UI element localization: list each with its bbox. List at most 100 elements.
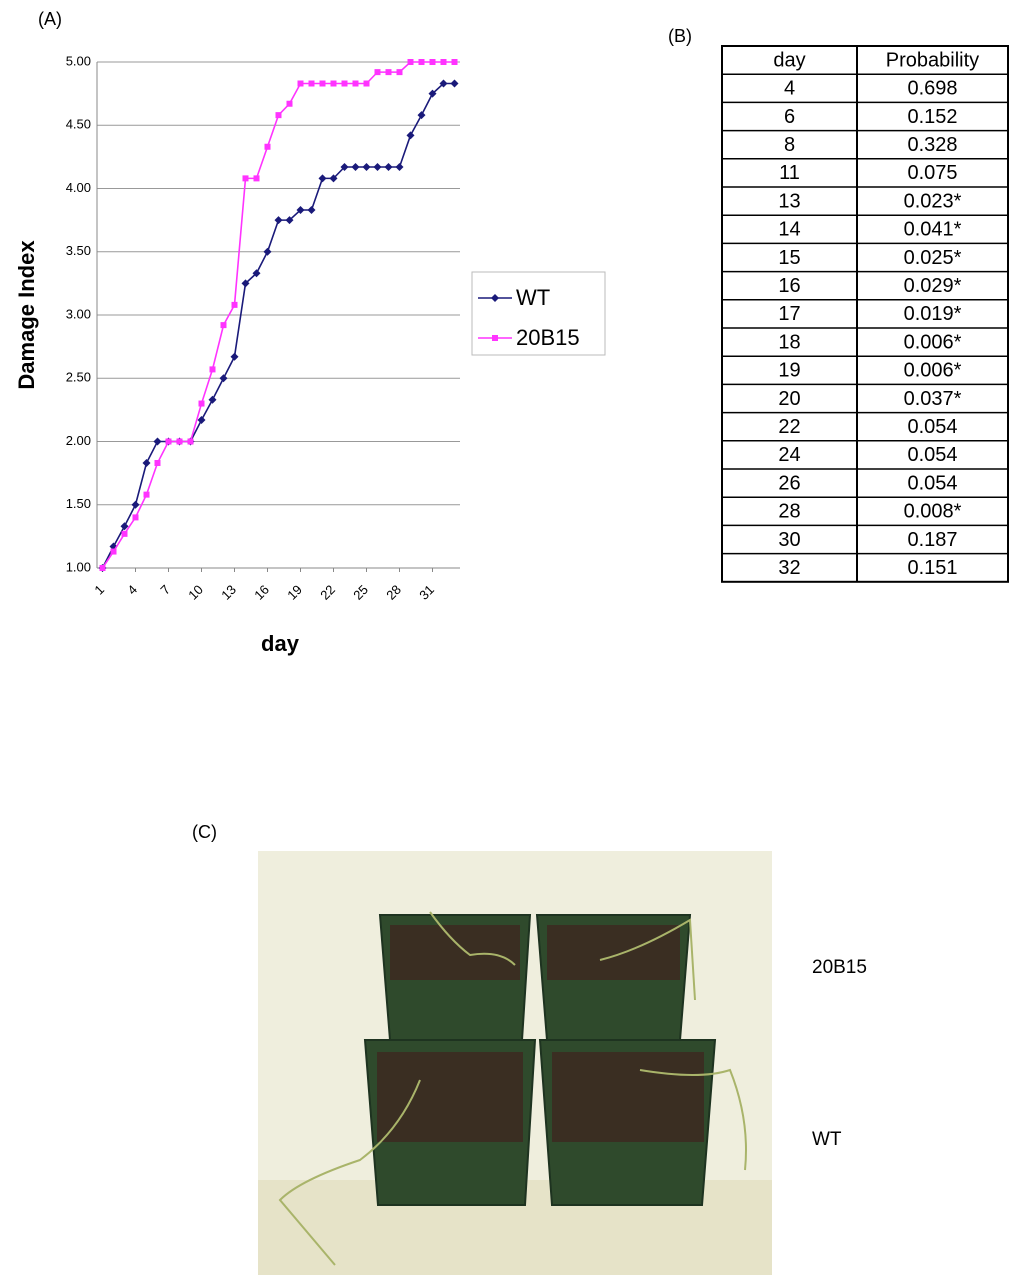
plants: [278, 911, 747, 1266]
data-point: [308, 80, 315, 87]
stem: [278, 1079, 421, 1266]
data-point: [110, 548, 117, 555]
data-point: [165, 438, 172, 445]
data-point: [219, 374, 228, 383]
y-tick-label: 2.00: [66, 433, 91, 448]
x-tick-label: 31: [416, 582, 437, 603]
data-point: [286, 100, 293, 107]
table-cell: 26: [778, 472, 800, 494]
data-point: [406, 131, 415, 140]
table-header: Probability: [886, 49, 979, 71]
series-line: [101, 82, 455, 569]
legend-box: [471, 271, 606, 356]
data-point: [142, 459, 151, 468]
x-axis-label: day: [261, 631, 300, 656]
table-cell: 0.187: [907, 529, 957, 551]
data-point: [329, 174, 338, 183]
data-point: [340, 162, 349, 171]
data-point: [264, 143, 271, 150]
data-point: [153, 437, 162, 446]
data-point: [208, 395, 217, 404]
data-point: [417, 111, 426, 120]
table-cell: 0.025*: [904, 247, 962, 269]
data-point: [274, 216, 283, 225]
table-cell: 0.151: [907, 557, 957, 579]
table-cell: 0.037*: [904, 388, 962, 410]
data-point: [275, 112, 282, 119]
data-point: [99, 565, 106, 571]
data-point: [209, 366, 216, 373]
x-tick-label: 28: [383, 582, 404, 603]
x-tick-label: 1: [91, 582, 107, 598]
data-point: [143, 491, 150, 498]
table-cell: 0.006*: [904, 360, 962, 382]
data-point: [352, 80, 359, 87]
table-cell: 30: [778, 529, 800, 551]
data-point: [198, 400, 205, 407]
panel-label: (A): [38, 9, 62, 29]
table-cell: 8: [784, 134, 795, 156]
data-point: [362, 162, 371, 171]
photo-label: WT: [812, 1129, 842, 1150]
data-point: [187, 438, 194, 445]
table-cell: 0.054: [907, 444, 957, 466]
data-point: [296, 206, 305, 215]
data-point: [197, 415, 206, 424]
table-cell: 22: [778, 416, 800, 438]
data-point: [307, 206, 316, 215]
legend-marker: [492, 335, 498, 341]
y-tick-label: 5.00: [66, 53, 91, 68]
table-cell: 6: [784, 106, 795, 128]
data-point: [121, 530, 128, 537]
soil: [390, 925, 520, 980]
table-cell: 0.152: [907, 106, 957, 128]
data-point: [385, 69, 392, 76]
table-cell: 0.006*: [904, 331, 962, 353]
data-point: [341, 80, 348, 87]
table-cell: 20: [778, 388, 800, 410]
data-point: [131, 500, 140, 509]
data-point: [440, 59, 447, 65]
legend-label: 20B15: [516, 325, 580, 350]
table-cell: 19: [778, 360, 800, 382]
x-tick-label: 7: [157, 582, 173, 598]
data-point: [374, 69, 381, 76]
x-tick-label: 13: [218, 582, 239, 603]
table-cell: 0.075: [907, 162, 957, 184]
y-tick-label: 2.50: [66, 370, 91, 385]
y-tick-label: 4.50: [66, 117, 91, 132]
x-tick-label: 4: [124, 582, 140, 598]
data-point: [242, 175, 249, 182]
legend-label: WT: [516, 285, 550, 310]
data-point: [384, 162, 393, 171]
data-point: [230, 352, 239, 361]
data-point: [396, 69, 403, 76]
data-point: [220, 322, 227, 329]
data-point: [297, 80, 304, 87]
table-cell: 0.029*: [904, 275, 962, 297]
soil: [547, 925, 680, 980]
table-cell: 18: [778, 331, 800, 353]
panel-label: (B): [668, 26, 692, 46]
stem: [599, 918, 696, 1001]
photo: [258, 851, 772, 1275]
y-tick-label: 1.00: [66, 559, 91, 574]
data-point: [330, 80, 337, 87]
data-point: [252, 269, 261, 278]
data-point: [395, 162, 404, 171]
data-point: [429, 59, 436, 65]
table-cell: 17: [778, 303, 800, 325]
data-point: [439, 79, 448, 88]
stem: [429, 911, 516, 966]
data-point: [241, 279, 250, 288]
data-point: [407, 59, 414, 65]
data-point: [120, 522, 129, 531]
table-cell: 24: [778, 444, 800, 466]
panel-label: (C): [192, 822, 217, 842]
data-point: [418, 59, 425, 65]
table-cell: 0.054: [907, 472, 957, 494]
table-cell: 11: [779, 162, 800, 184]
table-header: day: [773, 49, 805, 71]
